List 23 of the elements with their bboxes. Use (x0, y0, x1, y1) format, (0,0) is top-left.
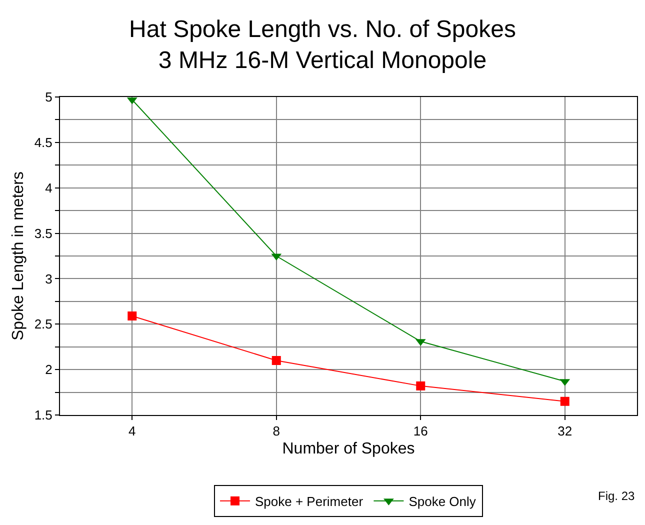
y-tick-label: 3.5 (34, 226, 52, 241)
y-tick-label: 1.5 (34, 408, 52, 423)
y-tick-label: 2 (45, 362, 52, 378)
y-axis-title: Spoke Length in meters (10, 172, 28, 340)
y-tick-label: 3 (45, 271, 52, 286)
caption: Fig. 23 (598, 489, 636, 503)
legend-label: Spoke Only (408, 494, 476, 509)
x-tick-label: 8 (272, 424, 280, 439)
x-tick-label: 32 (558, 424, 572, 439)
x-tick-label: 16 (413, 424, 428, 439)
y-tick-label: 4 (45, 180, 52, 196)
point (272, 356, 281, 365)
point (128, 311, 137, 320)
point (416, 381, 426, 390)
x-axis-title: Number of Spokes (282, 440, 415, 458)
legend-label: Spoke + Perimeter (255, 494, 364, 509)
chart-title: Hat Spoke Length vs. No. of Spokes (129, 16, 516, 43)
y-tick-label: 4.5 (34, 134, 52, 150)
point (560, 396, 570, 406)
chart-subtitle: 3 MHz 16-M Vertical Monopole (158, 46, 487, 74)
y-tick-label: 5 (45, 90, 52, 105)
y-tick-label: 2.5 (34, 316, 52, 332)
x-tick-label: 4 (128, 424, 136, 439)
